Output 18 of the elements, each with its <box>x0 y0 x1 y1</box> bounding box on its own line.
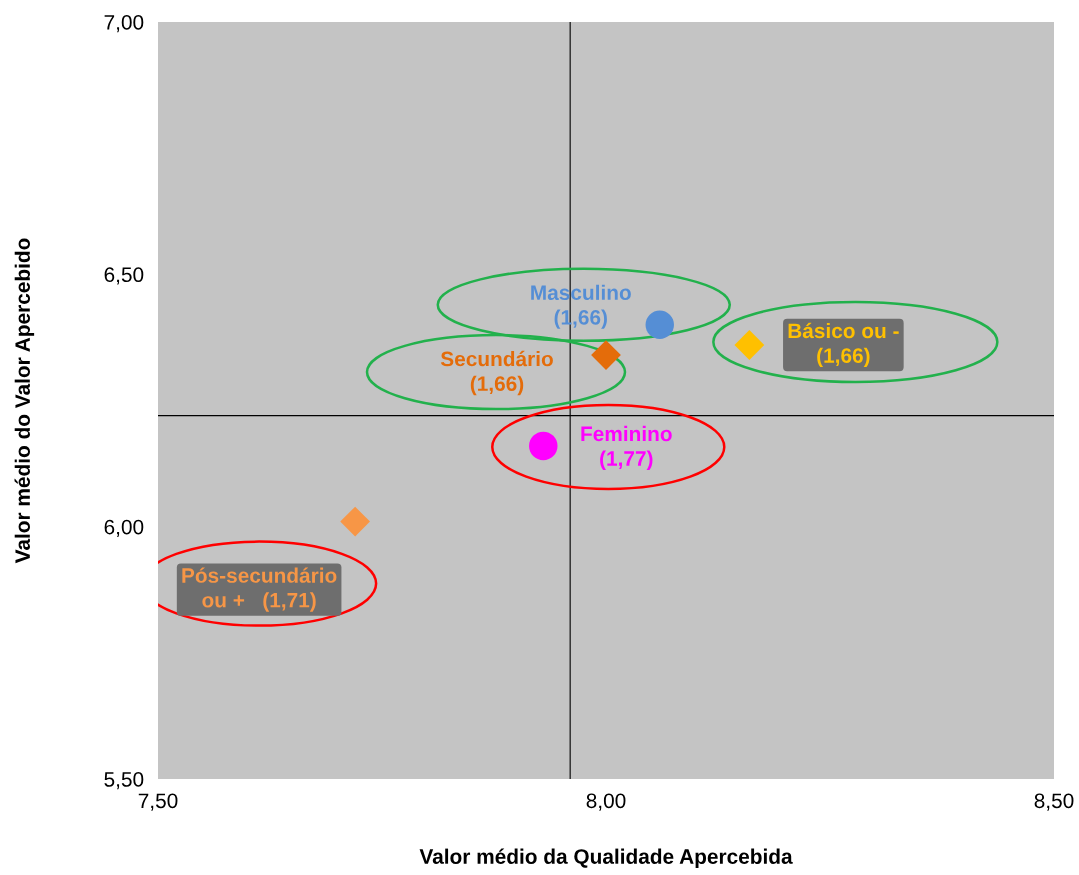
series-label: Feminino (1,77) <box>581 425 672 470</box>
point <box>645 310 674 340</box>
y-tick-label: 6,50 <box>104 267 144 285</box>
point <box>529 431 558 461</box>
y-axis-title: Valor médio do Valor Apercebido <box>14 238 35 564</box>
series-label: Básico ou - (1,66) <box>788 322 899 368</box>
point <box>340 506 371 537</box>
y-tick-label: 6,00 <box>104 519 144 537</box>
x-axis-title: Valor médio da Qualidade Apercebida <box>419 848 793 869</box>
point <box>734 330 765 360</box>
y-tick-label: 5,50 <box>104 772 144 790</box>
y-tick-label: 7,00 <box>104 15 144 33</box>
point <box>591 340 621 370</box>
x-tick-label: 8,50 <box>1034 793 1074 811</box>
series-label: Secundário (1,66) <box>440 350 553 396</box>
x-tick-label: 8,00 <box>586 793 626 811</box>
series-label: Pós-secundário ou + (1,71) <box>182 567 337 612</box>
x-tick-label: 7,50 <box>138 793 178 811</box>
